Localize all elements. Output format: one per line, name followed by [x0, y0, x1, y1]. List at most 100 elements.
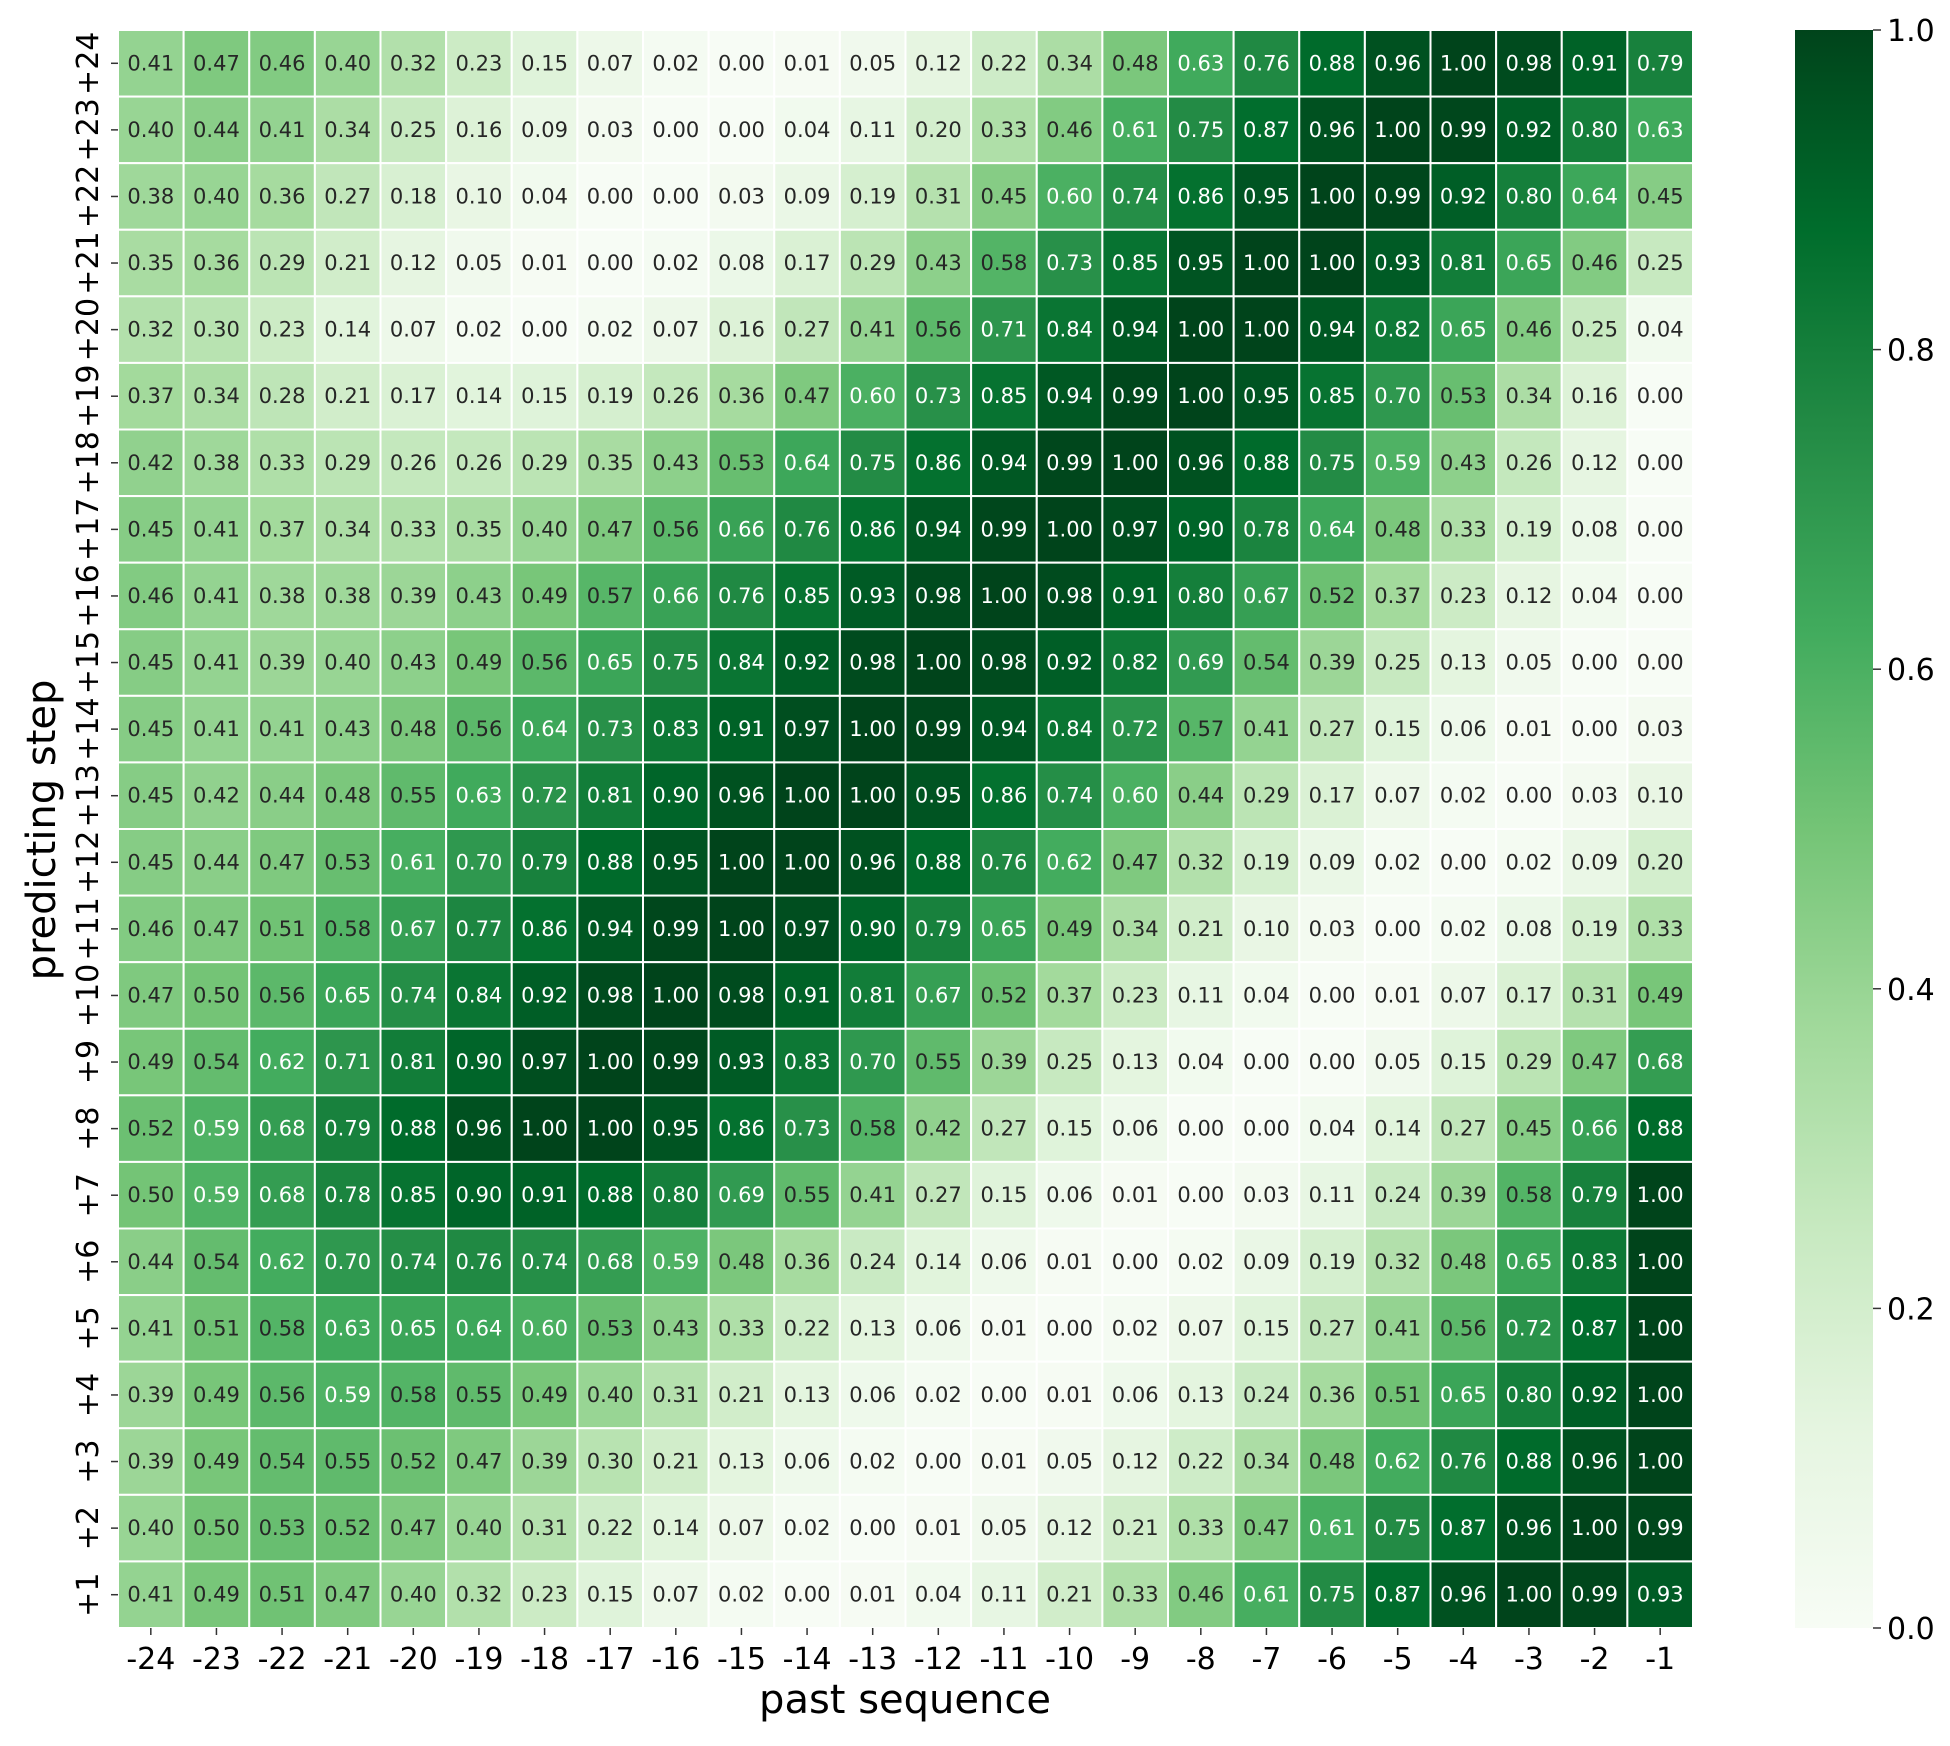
cell-value-label: 0.17 — [1506, 983, 1553, 1007]
heatmap-cell — [1560, 228, 1629, 298]
x-tick-label: -7 — [1251, 1642, 1281, 1677]
cell-value-label: 0.80 — [1506, 1383, 1553, 1407]
cell-value-label: 0.00 — [1309, 1050, 1356, 1074]
cell-value-label: 0.23 — [1440, 584, 1487, 608]
heatmap-cell — [576, 1160, 644, 1230]
cell-value-label: 0.42 — [915, 1117, 962, 1141]
cell-value-label: 0.02 — [1177, 1250, 1224, 1274]
heatmap-cell — [1167, 694, 1235, 764]
x-tick-label: -15 — [717, 1642, 766, 1677]
cell-value-label: 0.15 — [1243, 1316, 1290, 1340]
x-tick-label: -6 — [1317, 1642, 1347, 1677]
heatmap-cell — [117, 228, 185, 298]
cell-value-label: 0.94 — [915, 517, 962, 541]
cell-value-label: 0.96 — [1374, 51, 1421, 75]
x-tick-label: -22 — [258, 1642, 307, 1677]
cell-value-label: 0.40 — [521, 517, 568, 541]
cell-value-label: 0.19 — [1571, 917, 1618, 941]
heatmap-cell — [904, 1360, 973, 1430]
heatmap-cells: 0.41 0.47 0.46 0.40 0.32 0.23 0.15 0.07 0.02 0.00… — [117, 29, 1694, 1629]
cell-value-label: 0.51 — [259, 1583, 306, 1607]
cell-value-label: 0.47 — [1571, 1050, 1618, 1074]
heatmap-cell — [642, 228, 710, 298]
cell-value-label: 0.19 — [1243, 850, 1290, 874]
heatmap-cell — [445, 1294, 513, 1363]
cell-value-label: 0.14 — [456, 384, 503, 408]
cell-value-label: 0.02 — [1112, 1316, 1159, 1340]
cell-value-label: 0.43 — [324, 717, 371, 741]
cell-value-label: 0.90 — [849, 917, 896, 941]
cell-value-label: 0.65 — [587, 651, 634, 675]
cell-value-label: 0.76 — [718, 584, 765, 608]
cell-value-label: 0.62 — [1374, 1450, 1421, 1474]
cell-value-label: 0.64 — [1309, 517, 1356, 541]
cell-value-label: 0.84 — [456, 983, 503, 1007]
cell-value-label: 0.55 — [915, 1050, 962, 1074]
cell-value-label: 0.27 — [1440, 1117, 1487, 1141]
heatmap-cell — [1429, 694, 1498, 764]
cell-value-label: 0.21 — [652, 1450, 699, 1474]
cell-value-label: 0.27 — [1309, 1316, 1356, 1340]
cell-value-label: 0.56 — [652, 517, 699, 541]
cell-value-label: 0.86 — [915, 451, 962, 475]
cell-value-label: 0.15 — [521, 51, 568, 75]
cell-value-label: 0.33 — [1637, 917, 1684, 941]
cell-value-label: 0.34 — [1243, 1450, 1290, 1474]
heatmap-cell — [1298, 1493, 1366, 1563]
cell-value-label: 0.59 — [652, 1250, 699, 1274]
cell-value-label: 0.66 — [718, 517, 765, 541]
cell-value-label: 1.00 — [1506, 1583, 1553, 1607]
cell-value-label: 0.68 — [259, 1117, 306, 1141]
heatmap-cell — [1495, 428, 1563, 498]
heatmap-cell — [1560, 295, 1629, 364]
colorbar: 0.0 0.2 0.4 0.6 0.8 1.0 — [1795, 14, 1935, 1647]
heatmap-cell — [1429, 894, 1498, 964]
cell-value-label: 0.13 — [1440, 651, 1487, 675]
cell-value-label: 0.94 — [1309, 318, 1356, 342]
cell-value-label: 0.95 — [1243, 384, 1290, 408]
heatmap-cell — [1363, 1294, 1432, 1363]
cell-value-label: 0.48 — [1112, 51, 1159, 75]
cell-value-label: 0.59 — [1374, 451, 1421, 475]
y-tick-label: +17 — [71, 498, 106, 561]
cell-value-label: 0.02 — [456, 318, 503, 342]
heatmap-cell — [117, 361, 185, 431]
cell-value-label: 0.46 — [1177, 1583, 1224, 1607]
heatmap-cell — [707, 29, 776, 98]
heatmap-cell — [1101, 29, 1169, 98]
heatmap-cell — [970, 29, 1038, 98]
x-tick-label: -12 — [914, 1642, 963, 1677]
cell-value-label: 0.00 — [1046, 1316, 1093, 1340]
cell-value-label: 0.25 — [390, 118, 437, 142]
heatmap-cell — [1232, 1027, 1301, 1097]
cell-value-label: 0.04 — [1571, 584, 1618, 608]
x-tick-label: -14 — [783, 1642, 832, 1677]
heatmap-cell — [1101, 1360, 1169, 1430]
heatmap-cell — [248, 561, 316, 631]
heatmap-cell — [1363, 1027, 1432, 1097]
heatmap-cell — [707, 1160, 776, 1230]
heatmap-cell — [1167, 1560, 1235, 1629]
cell-value-label: 0.70 — [849, 1050, 896, 1074]
heatmap-cell — [1626, 228, 1694, 298]
cell-value-label: 0.00 — [587, 184, 634, 208]
heatmap-cell — [445, 1227, 513, 1297]
cell-value-label: 0.13 — [1112, 1050, 1159, 1074]
cell-value-label: 0.54 — [193, 1250, 240, 1274]
cell-value-label: 0.58 — [259, 1316, 306, 1340]
cell-value-label: 0.15 — [521, 384, 568, 408]
cell-value-label: 0.53 — [718, 451, 765, 475]
cell-value-label: 0.09 — [521, 118, 568, 142]
cell-value-label: 0.58 — [390, 1383, 437, 1407]
heatmap-cell — [117, 162, 185, 231]
heatmap-cell — [707, 1360, 776, 1430]
cell-value-label: 0.00 — [1243, 1050, 1290, 1074]
cell-value-label: 0.01 — [1046, 1383, 1093, 1407]
cell-value-label: 0.26 — [652, 384, 699, 408]
heatmap-cell — [707, 828, 776, 897]
cell-value-label: 0.88 — [1309, 51, 1356, 75]
heatmap-cell — [1101, 961, 1169, 1030]
x-tick-label: -10 — [1045, 1642, 1094, 1677]
cell-value-label: 0.41 — [193, 584, 240, 608]
heatmap-cell — [510, 1160, 579, 1230]
